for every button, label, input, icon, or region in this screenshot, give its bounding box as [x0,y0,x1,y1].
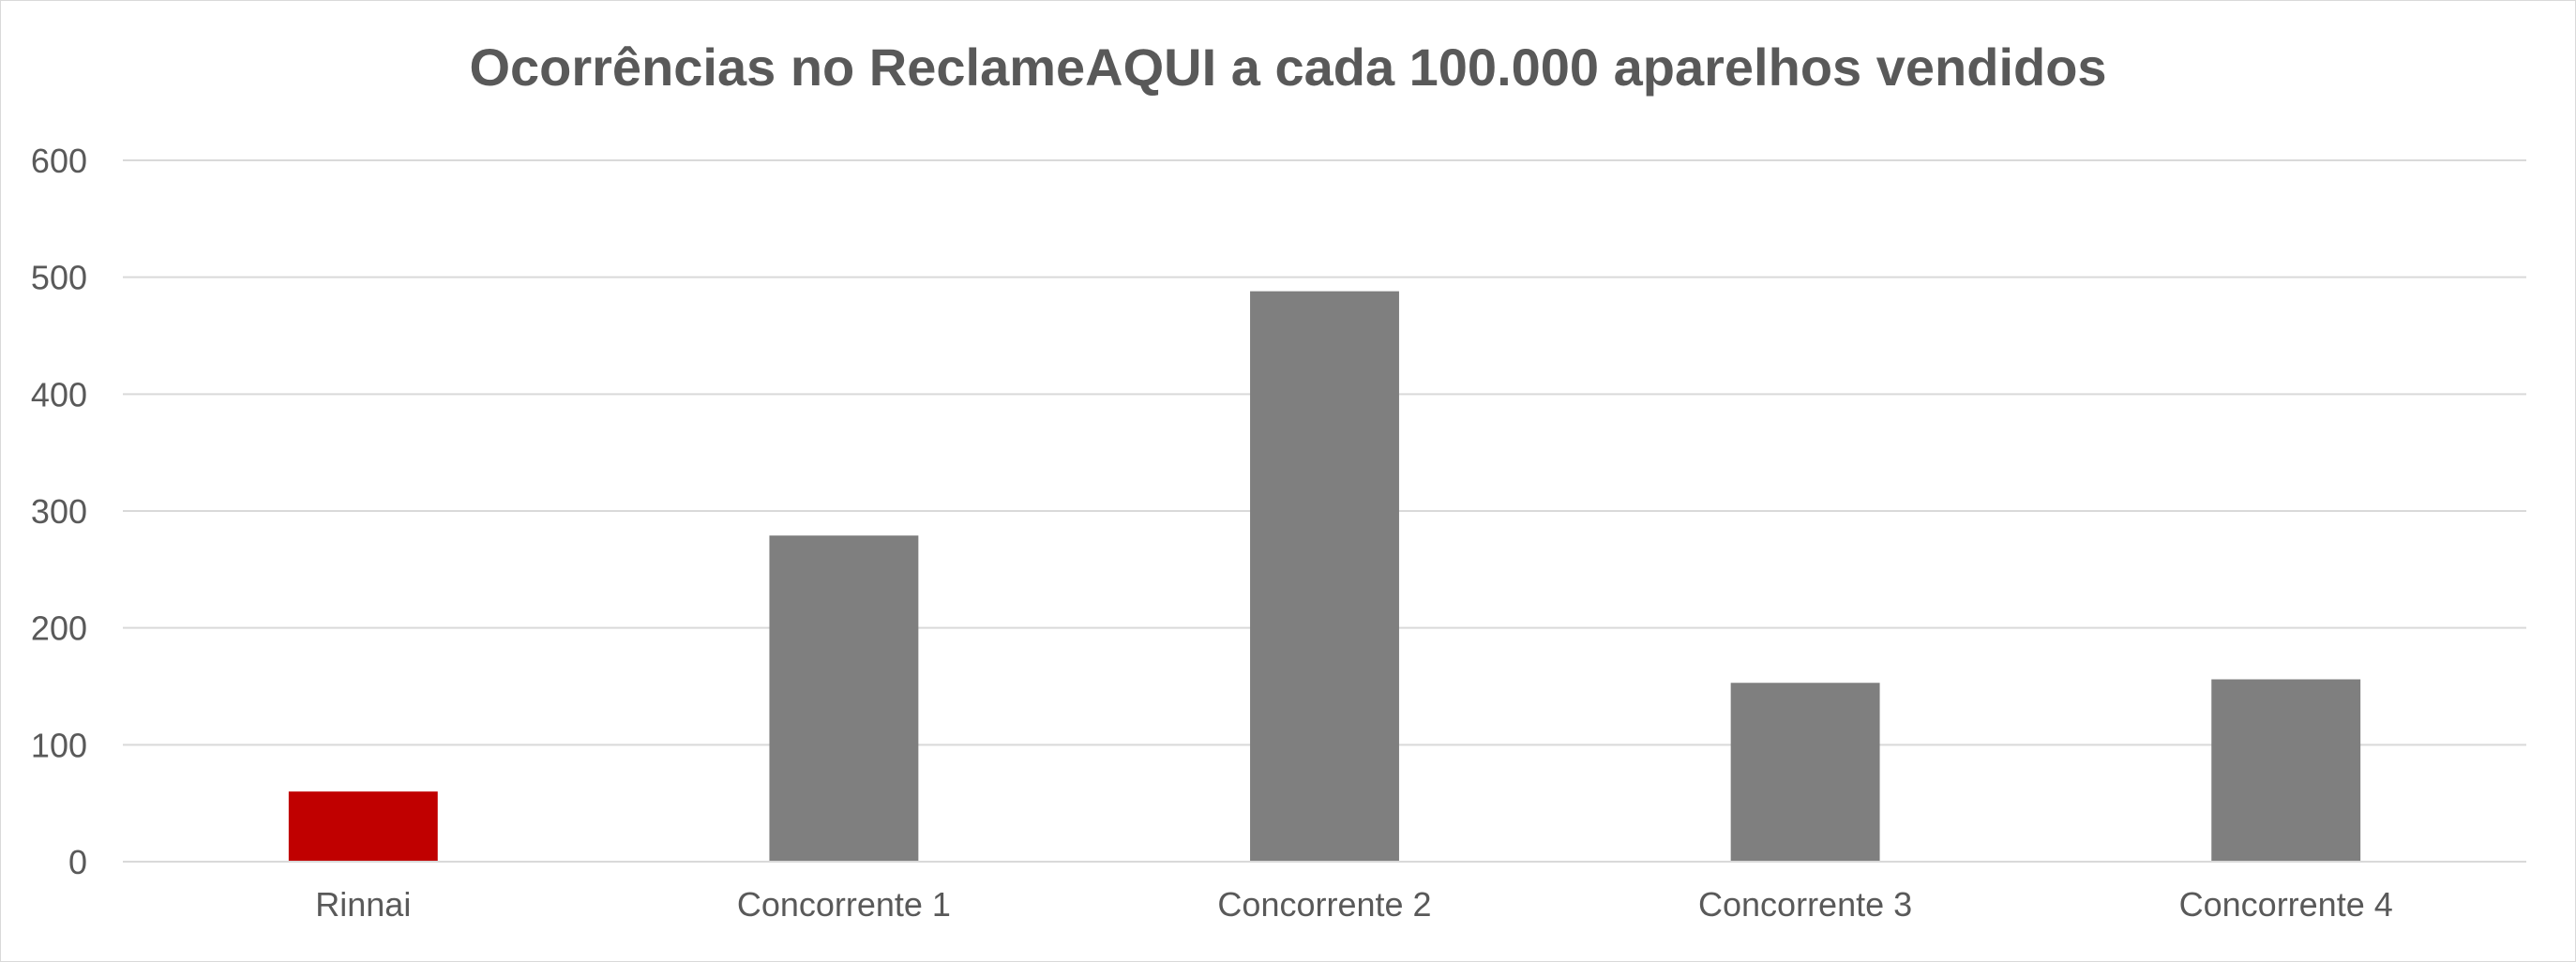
y-tick-label: 100 [31,726,87,764]
y-tick-label: 200 [31,609,87,648]
y-tick-label: 300 [31,492,87,531]
x-tick-label: Concorrente 2 [1217,885,1431,924]
bar-concorrente-3 [1730,683,1880,862]
x-tick-label: Concorrente 4 [2179,885,2393,924]
x-tick-label: Concorrente 3 [1698,885,1912,924]
bar-concorrente-2 [1250,291,1399,862]
x-tick-label: Rinnai [315,885,411,924]
chart-title: Ocorrências no ReclameAQUI a cada 100.00… [469,38,2107,97]
bar-concorrente-1 [769,535,919,862]
bar-concorrente-4 [2211,679,2361,862]
y-tick-label: 0 [68,843,87,881]
x-tick-label: Concorrente 1 [737,885,951,924]
y-tick-label: 400 [31,375,87,413]
y-tick-label: 600 [31,142,87,180]
bar-rinnai [288,791,438,862]
y-tick-label: 500 [31,259,87,297]
